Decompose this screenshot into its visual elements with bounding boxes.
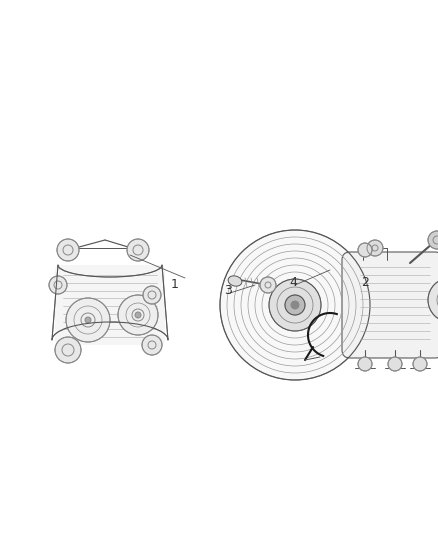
Circle shape	[55, 337, 81, 363]
Circle shape	[367, 240, 383, 256]
Text: 2: 2	[361, 277, 369, 289]
Circle shape	[143, 286, 161, 304]
Circle shape	[291, 301, 299, 309]
Circle shape	[66, 298, 110, 342]
Circle shape	[127, 239, 149, 261]
Circle shape	[49, 276, 67, 294]
Circle shape	[135, 312, 141, 318]
Circle shape	[260, 277, 276, 293]
Ellipse shape	[228, 276, 242, 286]
Circle shape	[57, 239, 79, 261]
Circle shape	[118, 295, 158, 335]
Circle shape	[388, 357, 402, 371]
Circle shape	[428, 278, 438, 322]
FancyBboxPatch shape	[55, 265, 165, 345]
Circle shape	[358, 243, 372, 257]
Circle shape	[220, 230, 370, 380]
Circle shape	[285, 295, 305, 315]
Circle shape	[142, 335, 162, 355]
Text: 1: 1	[171, 279, 179, 292]
Circle shape	[85, 317, 91, 323]
Circle shape	[269, 279, 321, 331]
Circle shape	[428, 231, 438, 249]
Text: 4: 4	[289, 276, 297, 288]
Circle shape	[358, 357, 372, 371]
Circle shape	[413, 357, 427, 371]
Text: 3: 3	[224, 284, 232, 296]
FancyBboxPatch shape	[342, 252, 438, 358]
